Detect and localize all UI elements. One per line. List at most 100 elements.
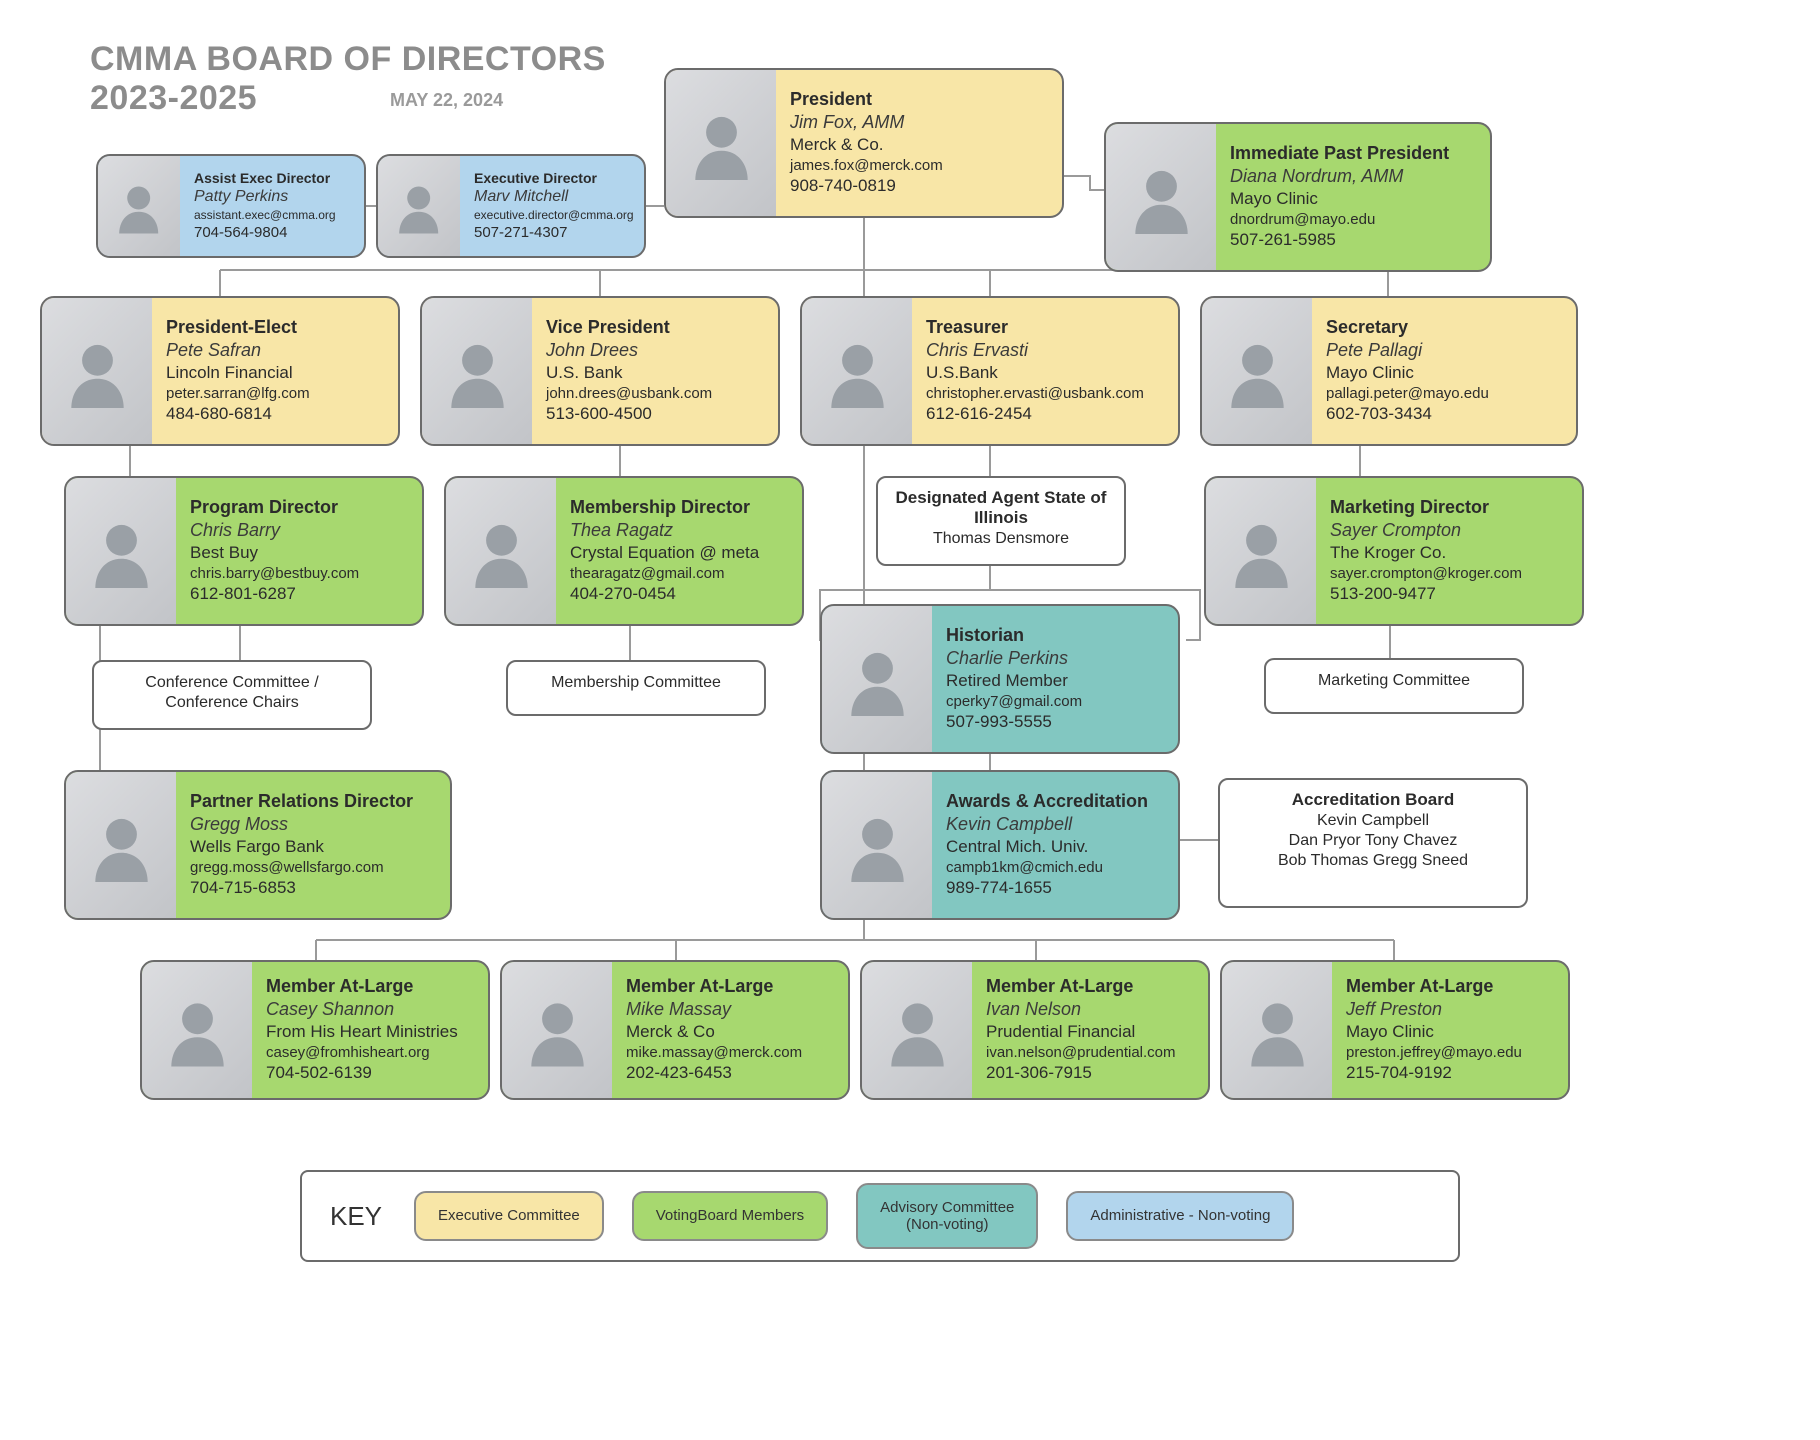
box-line: Membership Committee bbox=[524, 674, 748, 692]
card-org: Mayo Clinic bbox=[1326, 363, 1564, 383]
legend-swatch-2: Advisory Committee(Non-voting) bbox=[856, 1183, 1038, 1250]
card-org: U.S.Bank bbox=[926, 363, 1166, 383]
avatar-icon bbox=[862, 962, 972, 1098]
card-org: Merck & Co bbox=[626, 1022, 836, 1042]
card-name: Ivan Nelson bbox=[986, 999, 1196, 1020]
card-email: thearagatz@gmail.com bbox=[570, 565, 790, 582]
person-card-mal2: Member At-LargeMike MassayMerck & Co mike… bbox=[500, 960, 850, 1100]
legend-label: KEY bbox=[330, 1201, 382, 1232]
person-card-mal1: Member At-LargeCasey ShannonFrom His Hea… bbox=[140, 960, 490, 1100]
person-card-mal3: Member At-LargeIvan NelsonPrudential Fin… bbox=[860, 960, 1210, 1100]
card-email: pallagi.peter@mayo.edu bbox=[1326, 385, 1564, 402]
card-org: From His Heart Ministries bbox=[266, 1022, 476, 1042]
card-phone: 215-704-9192 bbox=[1346, 1063, 1556, 1083]
page-title-line1: CMMA BOARD OF DIRECTORS bbox=[90, 40, 606, 79]
card-email: dnordrum@mayo.edu bbox=[1230, 211, 1478, 228]
card-name: Chris Ervasti bbox=[926, 340, 1166, 361]
person-card-awards: Awards & AccreditationKevin CampbellCent… bbox=[820, 770, 1180, 920]
avatar-icon bbox=[42, 298, 152, 444]
card-name: Jeff Preston bbox=[1346, 999, 1556, 1020]
card-name: Gregg Moss bbox=[190, 814, 438, 835]
card-role: Member At-Large bbox=[266, 976, 476, 997]
card-info: Executive DirectorMarv Mitchellexecutive… bbox=[460, 156, 646, 256]
card-email: chris.barry@bestbuy.com bbox=[190, 565, 410, 582]
legend-key: KEY Executive Committee VotingBoard Membe… bbox=[300, 1170, 1460, 1262]
box-mem_committee: Membership Committee bbox=[506, 660, 766, 716]
card-phone: 507-271-4307 bbox=[474, 224, 634, 241]
person-card-membership: Membership DirectorThea RagatzCrystal Eq… bbox=[444, 476, 804, 626]
card-role: Member At-Large bbox=[1346, 976, 1556, 997]
card-email: ivan.nelson@prudential.com bbox=[986, 1044, 1196, 1061]
card-phone: 908-740-0819 bbox=[790, 176, 1050, 196]
box-heading: Accreditation Board bbox=[1236, 790, 1510, 810]
card-info: Member At-LargeMike MassayMerck & Co mike… bbox=[612, 962, 848, 1098]
box-line: Dan Pryor Tony Chavez bbox=[1236, 832, 1510, 850]
box-conf_committee: Conference Committee /Conference Chairs bbox=[92, 660, 372, 730]
card-info: Immediate Past PresidentDiana Nordrum, A… bbox=[1216, 124, 1490, 270]
card-role: Partner Relations Director bbox=[190, 791, 438, 812]
card-info: Program DirectorChris BarryBest Buychris… bbox=[176, 478, 422, 624]
person-card-partner: Partner Relations DirectorGregg MossWell… bbox=[64, 770, 452, 920]
card-info: Member At-LargeIvan NelsonPrudential Fin… bbox=[972, 962, 1208, 1098]
card-role: President bbox=[790, 89, 1050, 110]
card-role: Historian bbox=[946, 625, 1166, 646]
card-email: casey@fromhisheart.org bbox=[266, 1044, 476, 1061]
card-email: peter.sarran@lfg.com bbox=[166, 385, 386, 402]
avatar-icon bbox=[142, 962, 252, 1098]
card-name: Chris Barry bbox=[190, 520, 410, 541]
card-role: Member At-Large bbox=[626, 976, 836, 997]
card-info: Awards & AccreditationKevin CampbellCent… bbox=[932, 772, 1178, 918]
card-org: Central Mich. Univ. bbox=[946, 837, 1166, 857]
card-org: Lincoln Financial bbox=[166, 363, 386, 383]
avatar-icon bbox=[822, 772, 932, 918]
person-card-assist_exec: Assist Exec DirectorPatty Perkinsassista… bbox=[96, 154, 366, 258]
card-name: Mike Massay bbox=[626, 999, 836, 1020]
card-org: U.S. Bank bbox=[546, 363, 766, 383]
person-card-marketing: Marketing DirectorSayer CromptonThe Krog… bbox=[1204, 476, 1584, 626]
card-phone: 484-680-6814 bbox=[166, 404, 386, 424]
card-info: SecretaryPete PallagiMayo Clinicpallagi.… bbox=[1312, 298, 1576, 444]
card-email: assistant.exec@cmma.org bbox=[194, 208, 352, 222]
card-org: Mayo Clinic bbox=[1230, 189, 1478, 209]
avatar-icon bbox=[1206, 478, 1316, 624]
card-org: Crystal Equation @ meta bbox=[570, 543, 790, 563]
card-org: Mayo Clinic bbox=[1346, 1022, 1556, 1042]
card-email: sayer.crompton@kroger.com bbox=[1330, 565, 1570, 582]
card-email: mike.massay@merck.com bbox=[626, 1044, 836, 1061]
card-role: President-Elect bbox=[166, 317, 386, 338]
card-role: Treasurer bbox=[926, 317, 1166, 338]
person-card-program: Program DirectorChris BarryBest Buychris… bbox=[64, 476, 424, 626]
avatar-icon bbox=[1106, 124, 1216, 270]
card-phone: 404-270-0454 bbox=[570, 584, 790, 604]
card-email: gregg.moss@wellsfargo.com bbox=[190, 859, 438, 876]
avatar-icon bbox=[98, 156, 180, 256]
card-email: james.fox@merck.com bbox=[790, 157, 1050, 174]
card-email: john.drees@usbank.com bbox=[546, 385, 766, 402]
card-role: Member At-Large bbox=[986, 976, 1196, 997]
person-card-mal4: Member At-LargeJeff PrestonMayo Clinicpr… bbox=[1220, 960, 1570, 1100]
avatar-icon bbox=[66, 478, 176, 624]
avatar-icon bbox=[1222, 962, 1332, 1098]
avatar-icon bbox=[1202, 298, 1312, 444]
card-email: campb1km@cmich.edu bbox=[946, 859, 1166, 876]
box-des_agent: Designated Agent State of IllinoisThomas… bbox=[876, 476, 1126, 566]
page-title-block: CMMA BOARD OF DIRECTORS 2023-2025 bbox=[90, 40, 606, 118]
box-heading: Designated Agent State of Illinois bbox=[894, 488, 1108, 528]
card-role: Membership Director bbox=[570, 497, 790, 518]
person-card-past_pres: Immediate Past PresidentDiana Nordrum, A… bbox=[1104, 122, 1492, 272]
card-name: Charlie Perkins bbox=[946, 648, 1166, 669]
card-info: Partner Relations DirectorGregg MossWell… bbox=[176, 772, 450, 918]
card-name: Pete Pallagi bbox=[1326, 340, 1564, 361]
card-info: Membership DirectorThea RagatzCrystal Eq… bbox=[556, 478, 802, 624]
legend-swatch-1: VotingBoard Members bbox=[632, 1191, 828, 1240]
avatar-icon bbox=[66, 772, 176, 918]
card-name: John Drees bbox=[546, 340, 766, 361]
card-name: Thea Ragatz bbox=[570, 520, 790, 541]
person-card-exec_dir: Executive DirectorMarv Mitchellexecutive… bbox=[376, 154, 646, 258]
person-card-vp: Vice PresidentJohn DreesU.S. Bankjohn.dr… bbox=[420, 296, 780, 446]
card-phone: 513-600-4500 bbox=[546, 404, 766, 424]
legend-swatch-0: Executive Committee bbox=[414, 1191, 604, 1240]
box-line: Conference Committee / bbox=[110, 674, 354, 692]
card-phone: 704-715-6853 bbox=[190, 878, 438, 898]
box-mkt_committee: Marketing Committee bbox=[1264, 658, 1524, 714]
